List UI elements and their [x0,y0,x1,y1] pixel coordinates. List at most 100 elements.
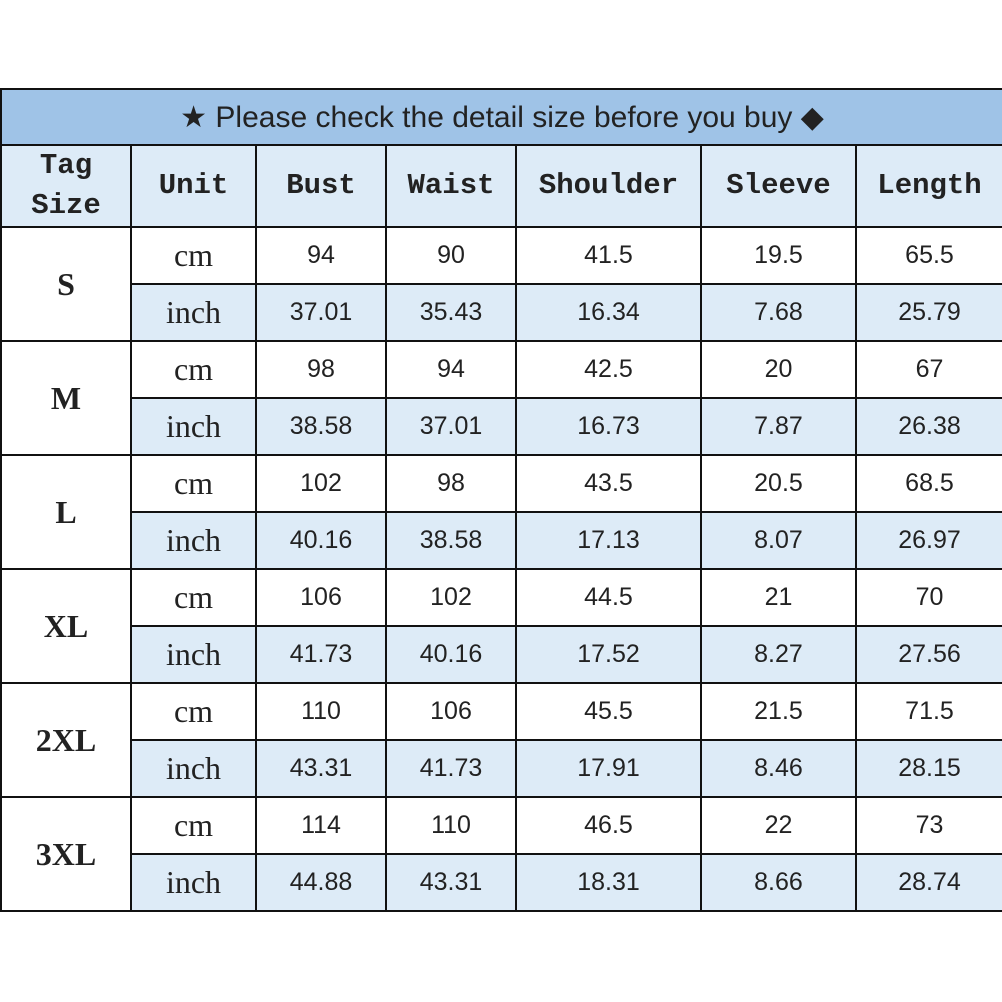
table-row: inch 43.31 41.73 17.91 8.46 28.15 [1,739,1002,798]
value-cell: 41.5 [515,226,702,285]
header-sleeve: Sleeve [700,144,857,228]
value-cell: 18.31 [515,853,702,912]
value-cell: 41.73 [385,739,517,798]
unit-cell: cm [130,454,257,513]
table-row: inch 38.58 37.01 16.73 7.87 26.38 [1,397,1002,456]
value-cell: 106 [255,568,387,627]
value-cell: 98 [385,454,517,513]
value-cell: 25.79 [854,283,1002,342]
header-waist: Waist [385,144,517,228]
value-cell: 21 [700,568,857,627]
value-cell: 41.73 [255,625,387,684]
value-cell: 44.5 [515,568,702,627]
value-cell: 65.5 [854,226,1002,285]
value-cell: 8.46 [700,739,857,798]
value-cell: 19.5 [700,226,857,285]
unit-cell: inch [130,511,257,570]
value-cell: 114 [255,796,387,855]
value-cell: 38.58 [255,397,387,456]
unit-cell: cm [130,226,257,285]
header-unit: Unit [130,144,257,228]
value-cell: 8.07 [700,511,857,570]
header-bust: Bust [255,144,387,228]
value-cell: 20.5 [700,454,857,513]
table-row: inch 44.88 43.31 18.31 8.66 28.74 [1,853,1002,912]
value-cell: 70 [854,568,1002,627]
value-cell: 71.5 [854,682,1002,741]
value-cell: 16.73 [515,397,702,456]
value-cell: 22 [700,796,857,855]
table-row: inch 37.01 35.43 16.34 7.68 25.79 [1,283,1002,342]
value-cell: 43.31 [385,853,517,912]
value-cell: 73 [854,796,1002,855]
value-cell: 37.01 [255,283,387,342]
tag-size: XL [0,568,132,684]
value-cell: 90 [385,226,517,285]
unit-cell: inch [130,397,257,456]
value-cell: 94 [255,226,387,285]
value-cell: 44.88 [255,853,387,912]
unit-cell: cm [130,796,257,855]
table-row: inch 41.73 40.16 17.52 8.27 27.56 [1,625,1002,684]
tag-size: M [0,340,132,456]
value-cell: 37.01 [385,397,517,456]
value-cell: 106 [385,682,517,741]
unit-cell: inch [130,739,257,798]
value-cell: 8.27 [700,625,857,684]
value-cell: 17.91 [515,739,702,798]
value-cell: 17.13 [515,511,702,570]
value-cell: 94 [385,340,517,399]
unit-cell: inch [130,625,257,684]
table-row: XL cm 106 102 44.5 21 70 [0,568,1002,684]
value-cell: 110 [385,796,517,855]
value-cell: 7.87 [700,397,857,456]
value-cell: 45.5 [515,682,702,741]
header-tag-size: Tag Size [0,144,132,228]
value-cell: 26.38 [854,397,1002,456]
value-cell: 110 [255,682,387,741]
value-cell: 38.58 [385,511,517,570]
value-cell: 67 [854,340,1002,399]
value-cell: 28.15 [854,739,1002,798]
value-cell: 102 [385,568,517,627]
value-cell: 102 [255,454,387,513]
unit-cell: cm [130,340,257,399]
value-cell: 28.74 [854,853,1002,912]
unit-cell: inch [130,283,257,342]
header-row: Tag Size Unit Bust Waist Shoulder Sleeve Lengt… [0,144,1002,228]
value-cell: 16.34 [515,283,702,342]
value-cell: 21.5 [700,682,857,741]
size-chart-table: ★ Please check the detail size before yo… [0,88,1002,912]
tag-size: S [0,226,132,342]
value-cell: 43.31 [255,739,387,798]
unit-cell: cm [130,568,257,627]
value-cell: 40.16 [385,625,517,684]
table-row: 3XL cm 114 110 46.5 22 73 [0,796,1002,912]
value-cell: 46.5 [515,796,702,855]
value-cell: 42.5 [515,340,702,399]
tag-size: L [0,454,132,570]
unit-cell: cm [130,682,257,741]
value-cell: 8.66 [700,853,857,912]
value-cell: 68.5 [854,454,1002,513]
tag-size: 3XL [0,796,132,912]
value-cell: 40.16 [255,511,387,570]
unit-cell: inch [130,853,257,912]
header-length: Length [854,144,1002,228]
table-row: inch 40.16 38.58 17.13 8.07 26.97 [1,511,1002,570]
value-cell: 17.52 [515,625,702,684]
table-title: ★ Please check the detail size before yo… [0,88,1002,146]
value-cell: 98 [255,340,387,399]
value-cell: 35.43 [385,283,517,342]
value-cell: 20 [700,340,857,399]
tag-size: 2XL [0,682,132,798]
header-shoulder: Shoulder [515,144,702,228]
table-row: 2XL cm 110 106 45.5 21.5 71.5 [0,682,1002,798]
value-cell: 27.56 [854,625,1002,684]
value-cell: 26.97 [854,511,1002,570]
value-cell: 43.5 [515,454,702,513]
value-cell: 7.68 [700,283,857,342]
